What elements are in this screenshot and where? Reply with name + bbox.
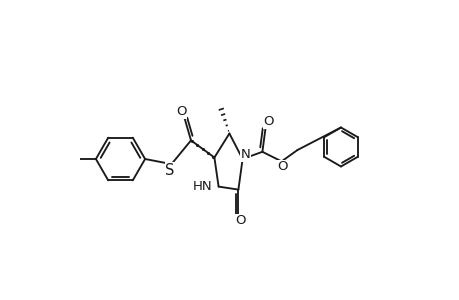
Text: O: O [276,160,287,173]
Text: S: S [165,163,174,178]
Text: O: O [235,214,246,227]
Text: O: O [263,115,274,128]
Text: O: O [175,105,186,118]
Text: N: N [240,148,250,161]
Text: HN: HN [192,179,212,193]
